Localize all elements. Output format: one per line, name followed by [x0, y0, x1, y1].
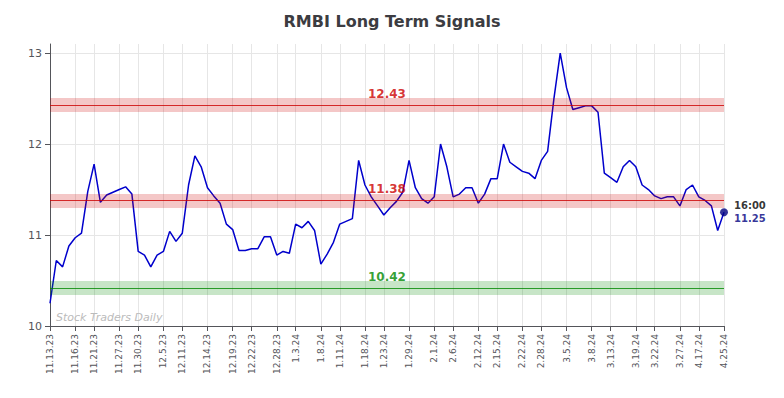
svg-text:12.22.23: 12.22.23	[247, 334, 257, 374]
svg-text:4.17.24: 4.17.24	[694, 334, 704, 369]
svg-text:1.3.24: 1.3.24	[291, 334, 301, 363]
svg-text:3.5.24: 3.5.24	[562, 334, 572, 363]
svg-text:11.21.23: 11.21.23	[89, 334, 99, 374]
svg-text:4.25.24: 4.25.24	[719, 334, 729, 369]
svg-text:12: 12	[28, 138, 42, 151]
svg-text:16:00: 16:00	[734, 200, 766, 211]
svg-text:11.38: 11.38	[368, 182, 406, 196]
svg-text:12.11.23: 12.11.23	[177, 334, 187, 374]
svg-text:10: 10	[28, 320, 42, 333]
svg-text:2.12.24: 2.12.24	[473, 334, 483, 369]
svg-text:1.8.24: 1.8.24	[316, 334, 326, 363]
svg-text:1.23.24: 1.23.24	[379, 334, 389, 369]
svg-text:2.1.24: 2.1.24	[429, 334, 439, 363]
svg-text:11: 11	[28, 229, 42, 242]
svg-text:1.18.24: 1.18.24	[360, 334, 370, 369]
svg-text:2.6.24: 2.6.24	[448, 334, 458, 363]
svg-text:11.30.23: 11.30.23	[133, 334, 143, 374]
svg-text:2.22.24: 2.22.24	[517, 334, 527, 369]
svg-text:1.29.24: 1.29.24	[404, 334, 414, 369]
svg-text:12.19.23: 12.19.23	[228, 334, 238, 374]
svg-text:RMBI Long Term Signals: RMBI Long Term Signals	[284, 12, 501, 31]
svg-text:10.42: 10.42	[368, 270, 406, 284]
svg-text:3.22.24: 3.22.24	[650, 334, 660, 369]
svg-text:2.15.24: 2.15.24	[492, 334, 502, 369]
svg-text:3.8.24: 3.8.24	[587, 334, 597, 363]
svg-text:3.27.24: 3.27.24	[675, 334, 685, 369]
svg-text:13: 13	[28, 47, 42, 60]
svg-text:3.19.24: 3.19.24	[631, 334, 641, 369]
svg-text:11.13.23: 11.13.23	[45, 334, 55, 374]
svg-text:11.16.23: 11.16.23	[70, 334, 80, 374]
svg-text:3.13.24: 3.13.24	[606, 334, 616, 369]
svg-text:12.14.23: 12.14.23	[202, 334, 212, 374]
svg-text:12.28.23: 12.28.23	[272, 334, 282, 374]
svg-text:12.43: 12.43	[368, 87, 406, 101]
svg-text:1.11.24: 1.11.24	[335, 334, 345, 369]
svg-text:2.28.24: 2.28.24	[536, 334, 546, 369]
svg-text:12.5.23: 12.5.23	[158, 334, 168, 368]
svg-text:Stock Traders Daily: Stock Traders Daily	[56, 311, 163, 324]
svg-text:11.25: 11.25	[734, 213, 766, 224]
svg-text:11.27.23: 11.27.23	[114, 334, 124, 374]
